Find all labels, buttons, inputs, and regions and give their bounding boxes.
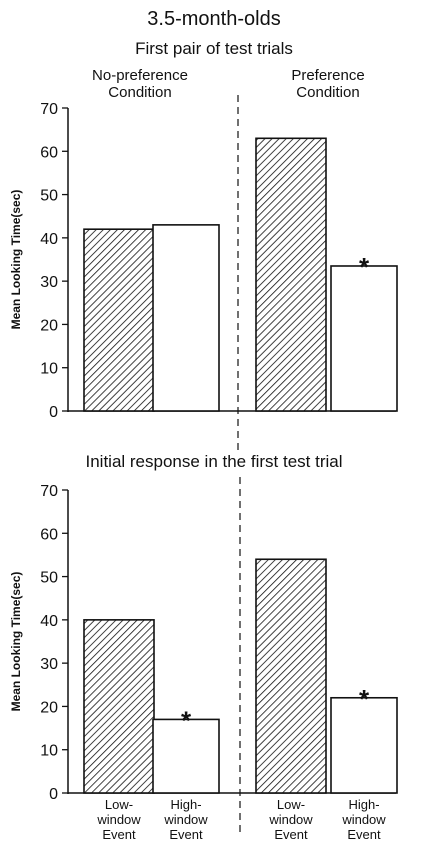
significance-star: * [181, 705, 192, 735]
significance-star: * [359, 252, 370, 282]
y-tick-label: 20 [40, 699, 58, 716]
bar-high-window-0 [152, 718, 220, 794]
figure-title: 3.5-month-olds [147, 8, 280, 30]
y-tick-label: 30 [40, 274, 58, 291]
chart-bottom: 0 10 20 30 40 50 60 70 Mean Looking Time(sec) * * L… [9, 477, 398, 842]
y-tick-label: 40 [40, 231, 58, 248]
y-axis-label: Mean Looking Time(sec) [9, 190, 23, 330]
chart-top: 0 10 20 30 40 50 60 70 Mean Looking Time(sec) * No… [9, 67, 398, 451]
y-tick-label: 10 [40, 743, 58, 760]
bar-low-window-1 [255, 137, 327, 412]
bar-low-window-0 [83, 228, 155, 412]
y-axis-label: Mean Looking Time(sec) [9, 572, 23, 712]
bar-high-window-1 [330, 696, 398, 794]
y-tick-label: 50 [40, 188, 58, 205]
bar-low-window-0 [83, 619, 155, 794]
y-tick-label: 0 [49, 786, 58, 803]
x-tick-label: High-window Event [163, 797, 208, 842]
x-tick-label: High-window Event [341, 797, 386, 842]
panel-bottom-title: Initial response in the first test trial [85, 452, 342, 471]
bar-high-window-1 [330, 265, 398, 412]
y-tick-label: 70 [40, 101, 58, 118]
y-tick-label: 50 [40, 570, 58, 587]
condition-label-0: No-preference Condition [92, 67, 188, 101]
significance-star: * [359, 684, 370, 714]
y-tick-label: 30 [40, 656, 58, 673]
bar-low-window-1 [255, 558, 327, 794]
y-tick-label: 40 [40, 613, 58, 630]
panel-top-title: First pair of test trials [135, 39, 293, 58]
x-tick-label: Low-window Event [96, 797, 141, 842]
x-tick-label: Low-window Event [268, 797, 313, 842]
y-tick-label: 0 [49, 404, 58, 421]
y-tick-label: 70 [40, 483, 58, 500]
condition-label-1: Preference Condition [291, 67, 364, 101]
y-tick-label: 60 [40, 526, 58, 543]
y-tick-label: 60 [40, 144, 58, 161]
y-tick-label: 20 [40, 317, 58, 334]
y-tick-label: 10 [40, 361, 58, 378]
bar-high-window-0 [152, 224, 220, 412]
